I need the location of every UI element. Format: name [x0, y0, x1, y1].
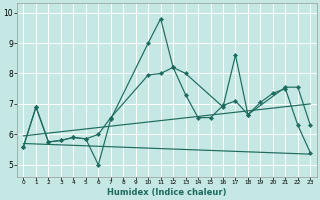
- X-axis label: Humidex (Indice chaleur): Humidex (Indice chaleur): [107, 188, 227, 197]
